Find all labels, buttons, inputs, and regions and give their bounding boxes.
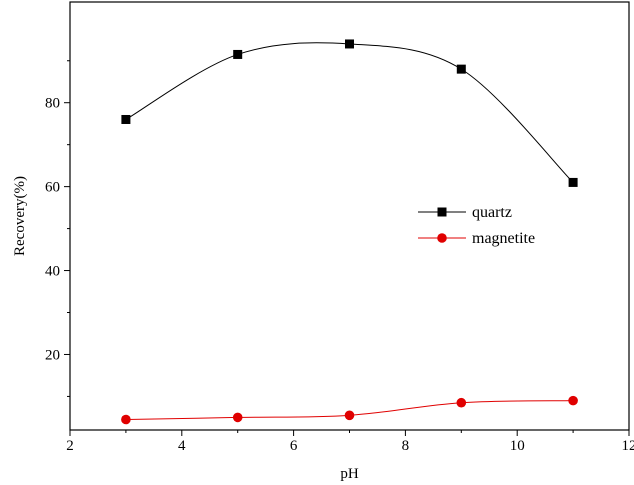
legend-label-quartz: quartz — [472, 204, 512, 221]
x-tick-label: 6 — [290, 438, 298, 454]
y-tick-label: 40 — [45, 264, 60, 280]
x-tick-label: 12 — [622, 438, 634, 454]
x-tick-label: 2 — [66, 438, 74, 454]
y-axis-label: Recovery(%) — [12, 176, 28, 256]
legend: quartz magnetite — [418, 204, 535, 247]
plot-frame — [69, 1, 630, 431]
data-point-quartz — [568, 177, 578, 187]
data-point-magnetite — [344, 410, 355, 421]
data-point-magnetite — [232, 412, 243, 423]
y-tick-label: 20 — [45, 347, 60, 363]
x-tick-label: 4 — [178, 438, 186, 454]
data-markers — [121, 39, 578, 425]
y-tick-label: 80 — [45, 96, 60, 112]
legend-marker-magnetite — [437, 233, 447, 243]
y-tick-label: 60 — [45, 180, 60, 196]
data-point-magnetite — [456, 397, 467, 408]
data-point-quartz — [233, 49, 243, 59]
series-line-quartz — [125, 42, 574, 183]
x-tick-label: 10 — [510, 438, 525, 454]
data-point-quartz — [345, 39, 354, 49]
data-point-magnetite — [568, 395, 578, 406]
legend-label-magnetite: magnetite — [472, 230, 535, 247]
x-tick-label: 8 — [402, 438, 410, 454]
data-point-magnetite — [121, 414, 131, 425]
axes: 2 4 6 8 10 12 20 40 60 80 — [45, 1, 634, 454]
legend-marker-quartz — [437, 207, 447, 217]
data-point-quartz — [121, 114, 131, 124]
data-point-quartz — [456, 64, 466, 74]
x-axis-label: pH — [340, 466, 359, 482]
